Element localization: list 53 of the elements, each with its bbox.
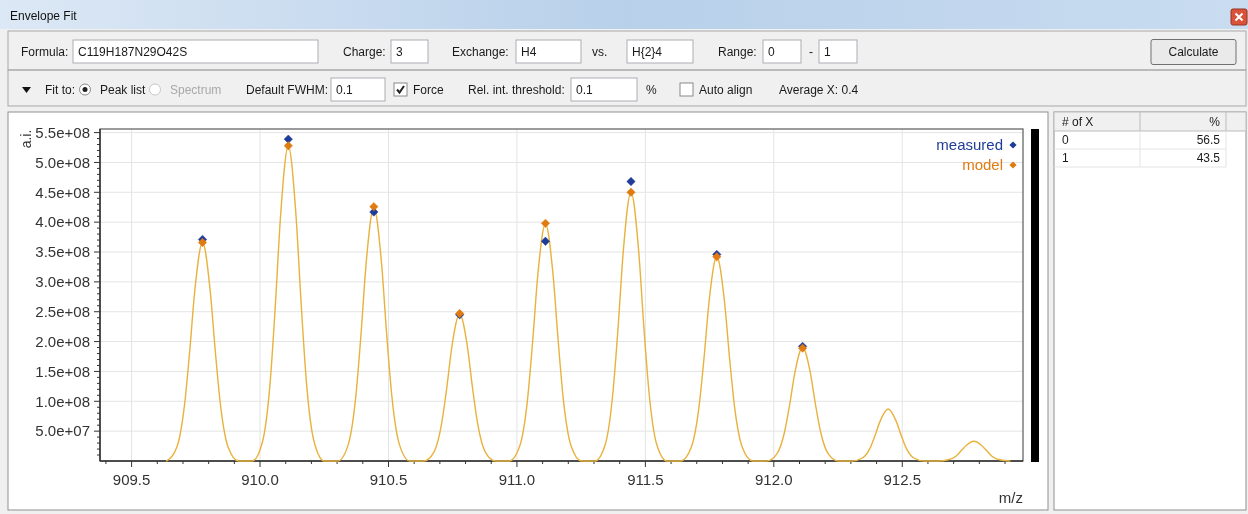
text: Average X: 0.4 [779,82,859,97]
text: 0.1 [336,82,354,97]
y-tick-label: 5.5e+08 [35,123,90,141]
text: Range: [718,44,757,59]
x-tick-label: 910.5 [369,471,408,488]
text: # of X [1062,114,1094,129]
y-tick-label: 5.0e+08 [35,153,90,171]
text: Envelope Fit [10,9,78,24]
y-tick-label: 5.0e+07 [35,422,90,440]
text: C119H187N29O42S [78,44,188,59]
text: 3 [396,44,403,59]
x-tick-label: 909.5 [112,471,151,488]
text: Rel. int. threshold: [468,82,565,97]
y-tick-label: 1.5e+08 [35,362,90,380]
legend-label: model [962,156,1003,174]
y-tick-label: 2.5e+08 [35,302,90,320]
text: 0.1 [576,82,594,97]
text: Charge: [343,44,386,59]
x-tick-label: 912.5 [883,471,922,488]
text: 1 [824,44,831,59]
text: H4 [521,44,537,59]
text: 43.5 [1196,151,1221,166]
text: 0 [1062,133,1069,148]
text: % [646,82,657,97]
text: Force [413,82,444,97]
text: Spectrum [170,82,222,97]
x-tick-label: 910.0 [241,471,279,488]
text: Auto align [699,82,753,97]
text: 0 [768,44,775,59]
y-tick-label: 1.0e+08 [35,392,90,410]
y-tick-label: 4.0e+08 [35,213,90,231]
legend-label: measured [936,136,1003,154]
x-tick-label: 911.5 [627,471,664,488]
y-axis-title: a.i. [17,129,34,149]
text: % [1209,114,1221,129]
x-tick-label: 912.0 [755,471,793,488]
text: Calculate [1168,44,1219,59]
y-tick-label: 3.0e+08 [35,273,90,291]
x-axis-title: m/z [998,489,1023,506]
y-tick-label: 3.5e+08 [35,243,90,261]
y-tick-label: 2.0e+08 [35,332,90,350]
text: 56.5 [1196,133,1221,148]
text: Formula: [21,44,69,59]
text: - [809,44,813,59]
text: vs. [592,44,608,59]
y-tick-label: 4.5e+08 [35,183,90,201]
text: 1 [1062,151,1069,166]
text: Exchange: [452,44,509,59]
text: Fit to: [45,82,76,97]
text: Peak list [100,82,147,97]
text: Default FWHM: [246,82,329,97]
text: H{2}4 [632,44,663,59]
x-tick-label: 911.0 [498,471,536,488]
